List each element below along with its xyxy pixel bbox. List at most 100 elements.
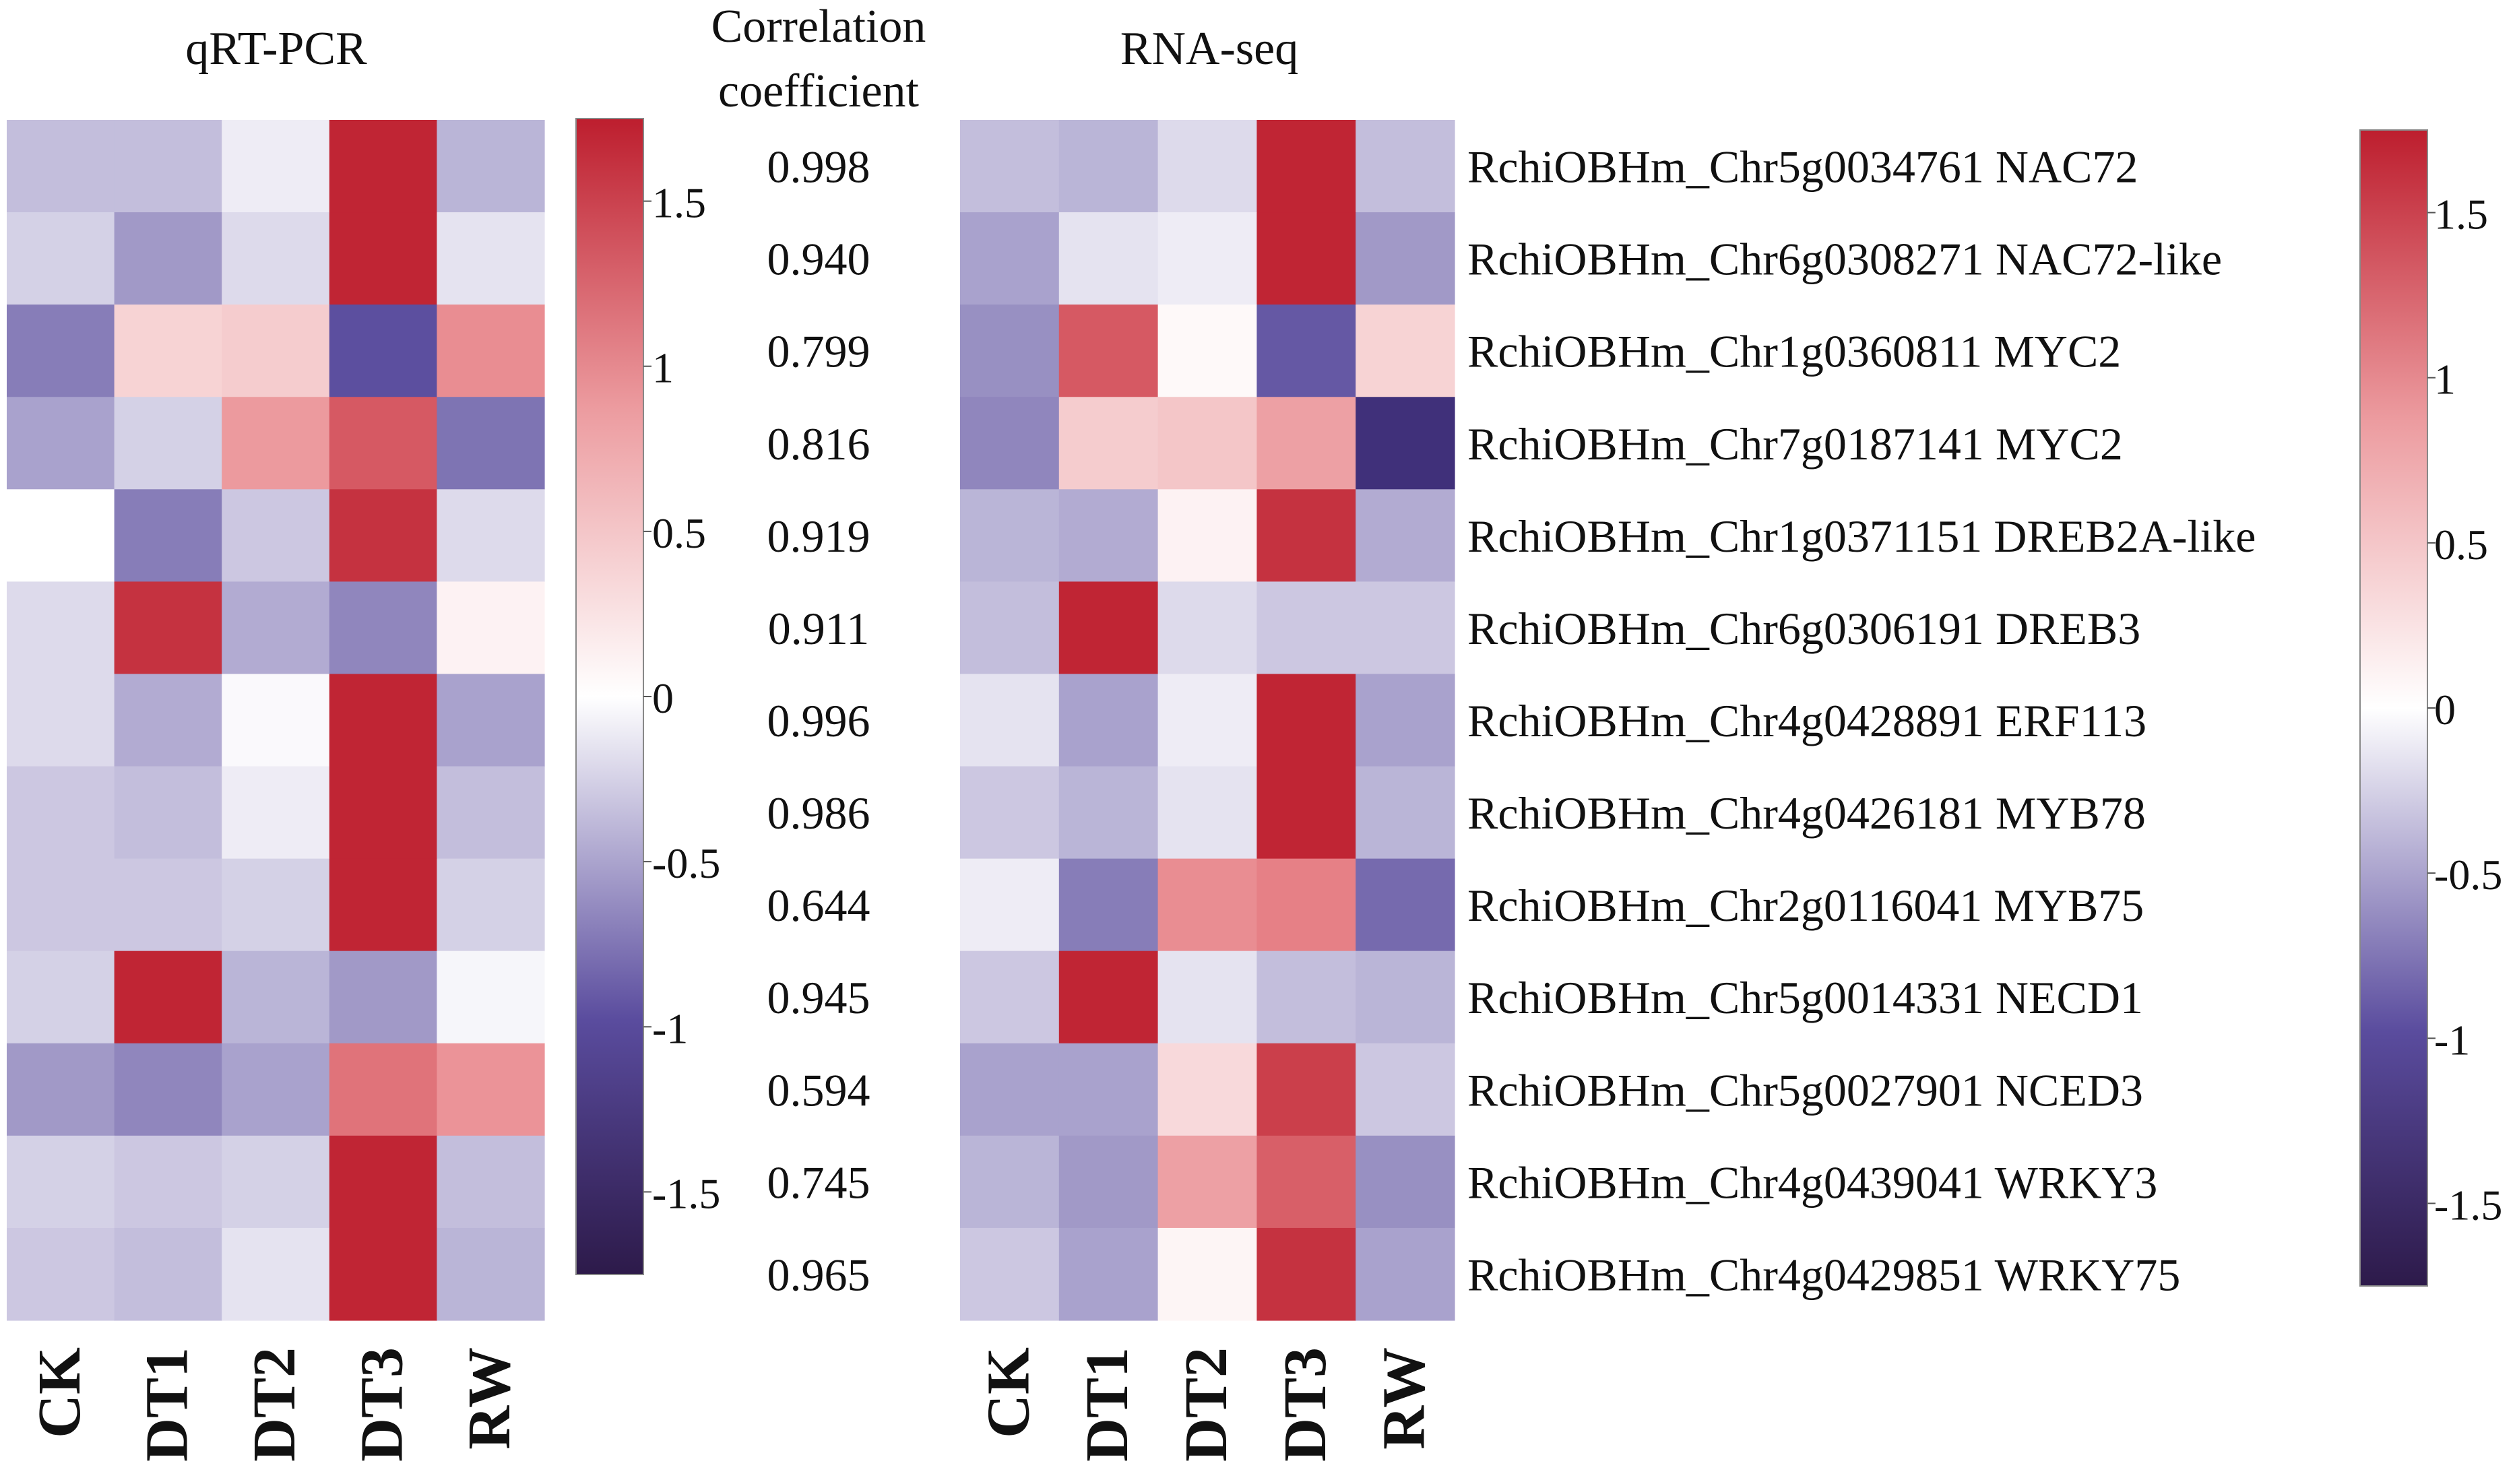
correlation-value: 0.940 [767, 234, 870, 285]
rna-seq-cell-r1-ck [960, 120, 1060, 213]
qrt-pcr-cell-r4-rw [437, 397, 545, 490]
column-label-ck: CK [26, 1347, 93, 1438]
rna-seq-cell-r12-dt2 [1157, 1135, 1257, 1229]
gene-labels: RchiOBHm_Chr5g0034761 NAC72 RchiOBHm_Chr6… [1467, 141, 2256, 1301]
qrt-pcr-cell-r4-ck [7, 397, 115, 490]
qrt-pcr-cell-r8-rw [437, 766, 545, 860]
qrt-pcr-cell-r9-dt2 [222, 858, 330, 952]
qrt-pcr-cell-r3-dt3 [329, 304, 437, 397]
rna-seq-cell-r10-dt2 [1157, 950, 1257, 1044]
rna-seq-cell-r7-ck [960, 674, 1060, 767]
qrt-pcr-cell-r5-rw [437, 489, 545, 582]
gene-label: RchiOBHm_Chr6g0308271 NAC72-like [1467, 234, 2222, 285]
rna-seq-heatmap [960, 120, 1455, 1321]
rna-seq-cell-r7-dt2 [1157, 674, 1257, 767]
qrt-pcr-cell-r3-ck [7, 304, 115, 397]
qrt-pcr-cell-r9-dt3 [329, 858, 437, 952]
rna-seq-cell-r6-dt1 [1058, 581, 1159, 675]
rna-seq-title: RNA-seq [1120, 23, 1298, 75]
rna-seq-cell-r2-dt2 [1157, 212, 1257, 305]
rna-seq-cell-r8-rw [1356, 766, 1455, 860]
qrt-pcr-cell-r5-ck [7, 489, 115, 582]
gene-label: RchiOBHm_Chr7g0187141 MYC2 [1467, 418, 2123, 470]
correlation-value: 0.745 [767, 1157, 870, 1208]
qrt-pcr-cell-r1-ck [7, 120, 115, 213]
qrt-pcr-cell-r7-dt3 [329, 674, 437, 767]
qrt-pcr-cell-r8-dt3 [329, 766, 437, 860]
qrt-pcr-cell-r7-dt1 [114, 674, 222, 767]
qrt-pcr-cell-r7-dt2 [222, 674, 330, 767]
correlation-value: 0.965 [767, 1250, 870, 1301]
qrt-pcr-cell-r6-ck [7, 581, 115, 675]
rna-seq-cell-r4-rw [1356, 397, 1455, 490]
qrt-pcr-cell-r6-rw [437, 581, 545, 675]
rna-seq-cell-r1-rw [1356, 120, 1455, 213]
column-label-dt3: DT3 [349, 1347, 416, 1462]
rna-seq-cell-r1-dt2 [1157, 120, 1257, 213]
column-label-rw: RW [456, 1347, 523, 1450]
qrt-pcr-cell-r1-rw [437, 120, 545, 213]
rna-seq-cell-r1-dt3 [1256, 120, 1356, 213]
qrt-pcr-cell-r4-dt2 [222, 397, 330, 490]
rna-seq-cell-r10-dt1 [1058, 950, 1159, 1044]
correlation-value: 0.996 [767, 695, 870, 746]
rna-seq-cell-r9-rw [1356, 858, 1455, 952]
column-label-dt1: DT1 [133, 1347, 200, 1462]
qrt-pcr-cell-r9-ck [7, 858, 115, 952]
qrt-pcr-cell-r13-dt1 [114, 1227, 222, 1321]
qrt-pcr-cell-r2-dt2 [222, 212, 330, 305]
qrt-pcr-cell-r13-dt2 [222, 1227, 330, 1321]
scale-tick-label: 0.5 [2434, 521, 2488, 569]
qrt-pcr-cell-r7-ck [7, 674, 115, 767]
gene-label: RchiOBHm_Chr5g0027901 NCED3 [1467, 1064, 2143, 1116]
rna-seq-cell-r13-dt3 [1256, 1227, 1356, 1321]
rna-seq-cell-r4-ck [960, 397, 1060, 490]
qrt-pcr-cell-r6-dt1 [114, 581, 222, 675]
rna-seq-cell-r8-dt1 [1058, 766, 1159, 860]
column-label-ck: CK [975, 1347, 1042, 1438]
rna-seq-cell-r3-dt3 [1256, 304, 1356, 397]
gene-label: RchiOBHm_Chr4g0428891 ERF113 [1467, 695, 2146, 746]
column-label-dt2: DT2 [1173, 1347, 1240, 1462]
rna-seq-cell-r5-ck [960, 489, 1060, 582]
correlation-value: 0.998 [767, 141, 870, 193]
correlation-values: 0.998 0.940 0.799 0.816 0.919 0.911 0.996 0.986… [767, 141, 870, 1301]
scale-tick-label: 0 [2434, 686, 2456, 734]
rna-seq-cell-r12-ck [960, 1135, 1060, 1229]
rna-seq-cell-r3-dt1 [1058, 304, 1159, 397]
gene-label: RchiOBHm_Chr2g0116041 MYB75 [1467, 880, 2144, 931]
scale-tick-label: 1.5 [2434, 191, 2488, 238]
scale-tick-label: 0.5 [652, 509, 706, 557]
color-scale-ticks-right: 1.5 1 0.5 0 -0.5 -1 -1.5 [2427, 191, 2502, 1229]
rna-seq-cell-r1-dt1 [1058, 120, 1159, 213]
rna-seq-cell-r7-dt3 [1256, 674, 1356, 767]
qrt-pcr-cell-r13-ck [7, 1227, 115, 1321]
color-scale-bar-left [575, 118, 644, 1275]
rna-seq-cell-r5-dt1 [1058, 489, 1159, 582]
correlation-value: 0.594 [767, 1064, 870, 1116]
qrt-pcr-cell-r12-dt3 [329, 1135, 437, 1229]
rna-seq-cell-r9-ck [960, 858, 1060, 952]
qrt-pcr-cell-r1-dt2 [222, 120, 330, 213]
rna-seq-cell-r12-dt3 [1256, 1135, 1356, 1229]
qrt-pcr-cell-r8-dt1 [114, 766, 222, 860]
scale-tick-label: 0 [652, 674, 674, 722]
qrt-pcr-cell-r12-ck [7, 1135, 115, 1229]
rna-seq-cell-r6-dt3 [1256, 581, 1356, 675]
rna-seq-cell-r11-rw [1356, 1043, 1455, 1136]
qrt-pcr-cell-r4-dt1 [114, 397, 222, 490]
rna-seq-cell-r4-dt3 [1256, 397, 1356, 490]
rna-seq-cell-r3-ck [960, 304, 1060, 397]
qrt-pcr-cell-r8-dt2 [222, 766, 330, 860]
qrt-pcr-cell-r6-dt3 [329, 581, 437, 675]
rna-seq-column-labels: CK DT1 DT2 DT3 RW [975, 1347, 1437, 1462]
correlation-value: 0.816 [767, 418, 870, 470]
qrt-pcr-cell-r10-dt2 [222, 950, 330, 1044]
qrt-pcr-cell-r7-rw [437, 674, 545, 767]
rna-seq-cell-r5-dt2 [1157, 489, 1257, 582]
qrt-pcr-column-labels: CK DT1 DT2 DT3 RW [26, 1347, 523, 1462]
qrt-pcr-cell-r3-dt2 [222, 304, 330, 397]
rna-seq-cell-r2-dt3 [1256, 212, 1356, 305]
rna-seq-cell-r10-rw [1356, 950, 1455, 1044]
qrt-pcr-cell-r5-dt2 [222, 489, 330, 582]
